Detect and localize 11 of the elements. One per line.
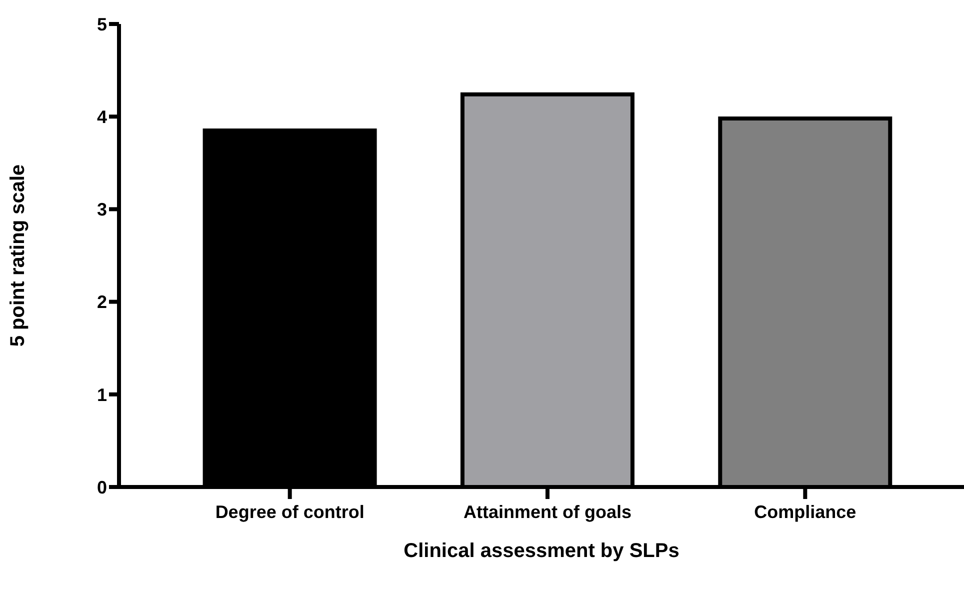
x-axis-title: Clinical assessment by SLPs xyxy=(404,540,680,562)
y-tick-label: 4 xyxy=(96,106,107,127)
x-tick-label: Compliance xyxy=(754,502,856,522)
y-tick-label: 5 xyxy=(96,14,107,34)
y-tick-label: 3 xyxy=(96,200,107,220)
y-tick-label: 2 xyxy=(96,292,107,312)
x-tick-label: Degree of control xyxy=(215,502,364,522)
y-tick-label: 1 xyxy=(96,384,107,405)
y-tick-label: 0 xyxy=(96,477,107,498)
x-tick-label: Attainment of goals xyxy=(463,502,632,522)
y-axis-title: 5 point rating scale xyxy=(7,164,30,347)
